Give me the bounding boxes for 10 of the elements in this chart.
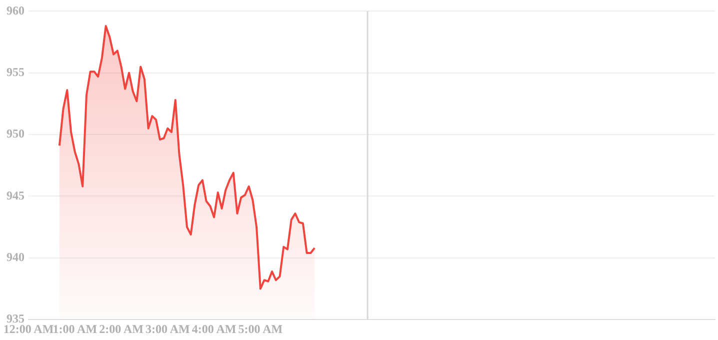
y-tick-label: 960 [6, 3, 24, 18]
y-tick-label: 940 [6, 250, 24, 264]
y-tick-label: 950 [6, 126, 24, 141]
x-tick-label: 5:00 AM [238, 322, 283, 336]
y-tick-label: 955 [6, 64, 24, 79]
x-tick-label: 4:00 AM [192, 322, 236, 336]
x-tick-label: 3:00 AM [145, 322, 190, 336]
x-tick-label: 2:00 AM [99, 322, 144, 336]
y-tick-label: 945 [6, 188, 24, 202]
x-tick-label: 1:00 AM [52, 322, 98, 336]
